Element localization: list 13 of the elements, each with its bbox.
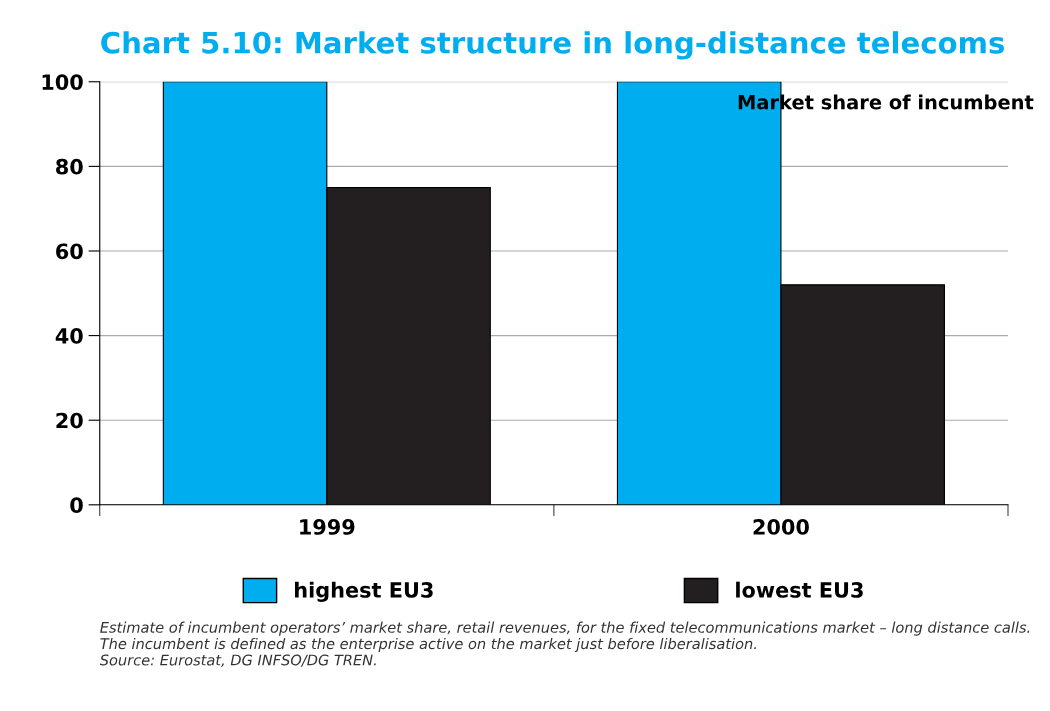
text: Estimate of incumbent operators’ market share, retail revenues, for the fixed telecommunications market – long distance calls. The incumbent is defined as the enterprise active on the market just before liberalisation. bbox=[100, 621, 1030, 653]
y-tick-label: 20 bbox=[56, 412, 83, 429]
legend-label: lowest EU3 bbox=[736, 581, 863, 598]
source-note: Source: Eurostat, DG INFSO/DG TREN. bbox=[99, 654, 376, 667]
y-tick-label: 80 bbox=[56, 158, 83, 175]
y-tick-label: 60 bbox=[56, 243, 83, 260]
x-tick-label: 2000 bbox=[753, 519, 809, 535]
legend-label: highest EU3 bbox=[295, 581, 433, 603]
x-tick-label: 1999 bbox=[300, 519, 355, 535]
y-tick-label: 100 bbox=[42, 74, 83, 90]
chart-title: Chart 5.10: Market structure in long-distance telecoms bbox=[101, 31, 1004, 60]
y-tick-label: 0 bbox=[70, 497, 83, 514]
y-tick-label: 40 bbox=[55, 328, 83, 344]
